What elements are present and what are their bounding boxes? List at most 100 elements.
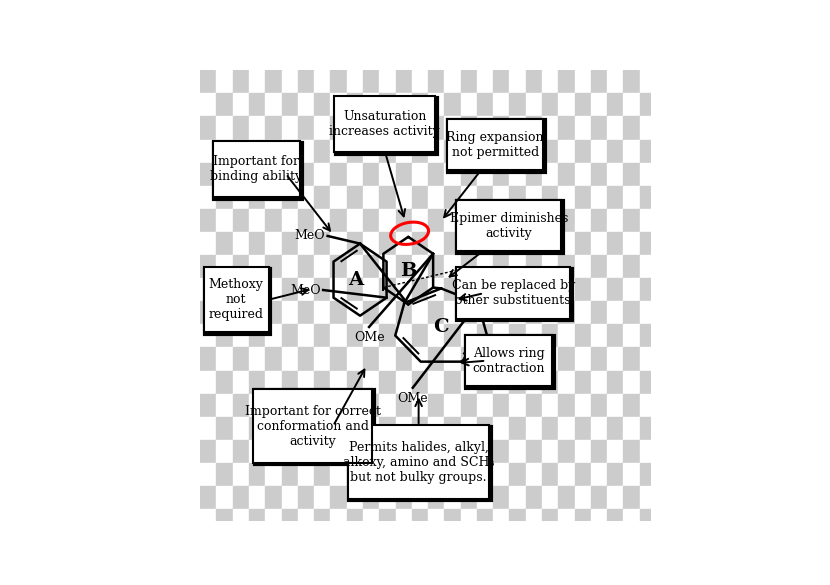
FancyBboxPatch shape	[203, 267, 269, 332]
Bar	[232, 347, 249, 370]
Bar	[330, 185, 347, 209]
Bar	[640, 139, 656, 163]
Bar	[461, 278, 477, 301]
Bar	[330, 139, 347, 163]
Bar	[217, 139, 232, 163]
Bar	[477, 417, 493, 440]
Bar	[525, 209, 542, 232]
Bar	[461, 324, 477, 347]
Bar	[623, 139, 640, 163]
Bar	[200, 440, 217, 463]
Bar	[281, 486, 298, 509]
Bar	[396, 347, 412, 370]
FancyBboxPatch shape	[212, 142, 300, 197]
Bar	[298, 394, 314, 417]
Bar	[461, 463, 477, 486]
Bar	[525, 324, 542, 347]
Bar	[232, 185, 249, 209]
Text: B: B	[400, 261, 417, 280]
Text: ······NHCOMe: ······NHCOMe	[457, 266, 533, 276]
Bar	[574, 163, 591, 185]
Text: Permits halides, alkyl,
alkoxy, amino and SCH₃
but not bulky groups.: Permits halides, alkyl, alkoxy, amino an…	[343, 441, 495, 484]
Bar	[363, 394, 379, 417]
Bar	[428, 417, 444, 440]
Bar	[379, 301, 396, 324]
Bar	[412, 185, 428, 209]
Bar	[542, 440, 559, 463]
Bar	[266, 347, 281, 370]
Bar	[217, 232, 232, 255]
Bar	[591, 185, 608, 209]
Bar	[461, 394, 477, 417]
Bar	[412, 163, 428, 185]
Bar	[623, 232, 640, 255]
Bar	[200, 163, 217, 185]
Bar	[574, 509, 591, 532]
Bar	[314, 370, 330, 394]
Text: A: A	[348, 271, 363, 288]
Bar	[477, 255, 493, 278]
Bar	[347, 255, 363, 278]
Bar	[347, 139, 363, 163]
Bar	[314, 255, 330, 278]
Bar	[493, 70, 510, 93]
Bar	[640, 116, 656, 139]
Bar	[347, 185, 363, 209]
Bar	[298, 139, 314, 163]
Bar	[412, 509, 428, 532]
Bar	[266, 139, 281, 163]
Bar	[525, 463, 542, 486]
Bar	[640, 440, 656, 463]
Bar	[623, 70, 640, 93]
Bar	[591, 70, 608, 93]
Bar	[623, 440, 640, 463]
Bar	[477, 440, 493, 463]
Text: Ring expansion
not permitted: Ring expansion not permitted	[447, 130, 544, 159]
Bar	[477, 209, 493, 232]
Bar	[266, 209, 281, 232]
Text: O: O	[482, 350, 493, 364]
Bar	[200, 347, 217, 370]
Bar	[379, 139, 396, 163]
Bar	[525, 370, 542, 394]
FancyBboxPatch shape	[255, 390, 374, 464]
Bar	[542, 324, 559, 347]
Bar	[266, 509, 281, 532]
Bar	[249, 324, 266, 347]
Bar	[330, 232, 347, 255]
Bar	[314, 70, 330, 93]
Bar	[444, 394, 461, 417]
Bar	[493, 232, 510, 255]
Bar	[574, 417, 591, 440]
Bar	[640, 486, 656, 509]
Bar	[232, 70, 249, 93]
Bar	[608, 93, 623, 116]
Bar	[266, 394, 281, 417]
Bar	[574, 209, 591, 232]
Bar	[266, 301, 281, 324]
Bar	[330, 209, 347, 232]
Bar	[217, 440, 232, 463]
Bar	[510, 209, 525, 232]
Bar	[363, 301, 379, 324]
Bar	[249, 70, 266, 93]
Bar	[542, 278, 559, 301]
Bar	[232, 232, 249, 255]
Bar	[347, 440, 363, 463]
Bar	[542, 209, 559, 232]
Bar	[330, 278, 347, 301]
Bar	[542, 232, 559, 255]
Bar	[330, 440, 347, 463]
Bar	[347, 347, 363, 370]
Bar	[266, 70, 281, 93]
Bar	[330, 394, 347, 417]
Bar	[510, 440, 525, 463]
Bar	[266, 278, 281, 301]
Bar	[347, 163, 363, 185]
Bar	[379, 417, 396, 440]
Bar	[200, 255, 217, 278]
FancyBboxPatch shape	[205, 269, 270, 333]
Bar	[200, 70, 217, 93]
Bar	[461, 301, 477, 324]
Bar	[347, 70, 363, 93]
